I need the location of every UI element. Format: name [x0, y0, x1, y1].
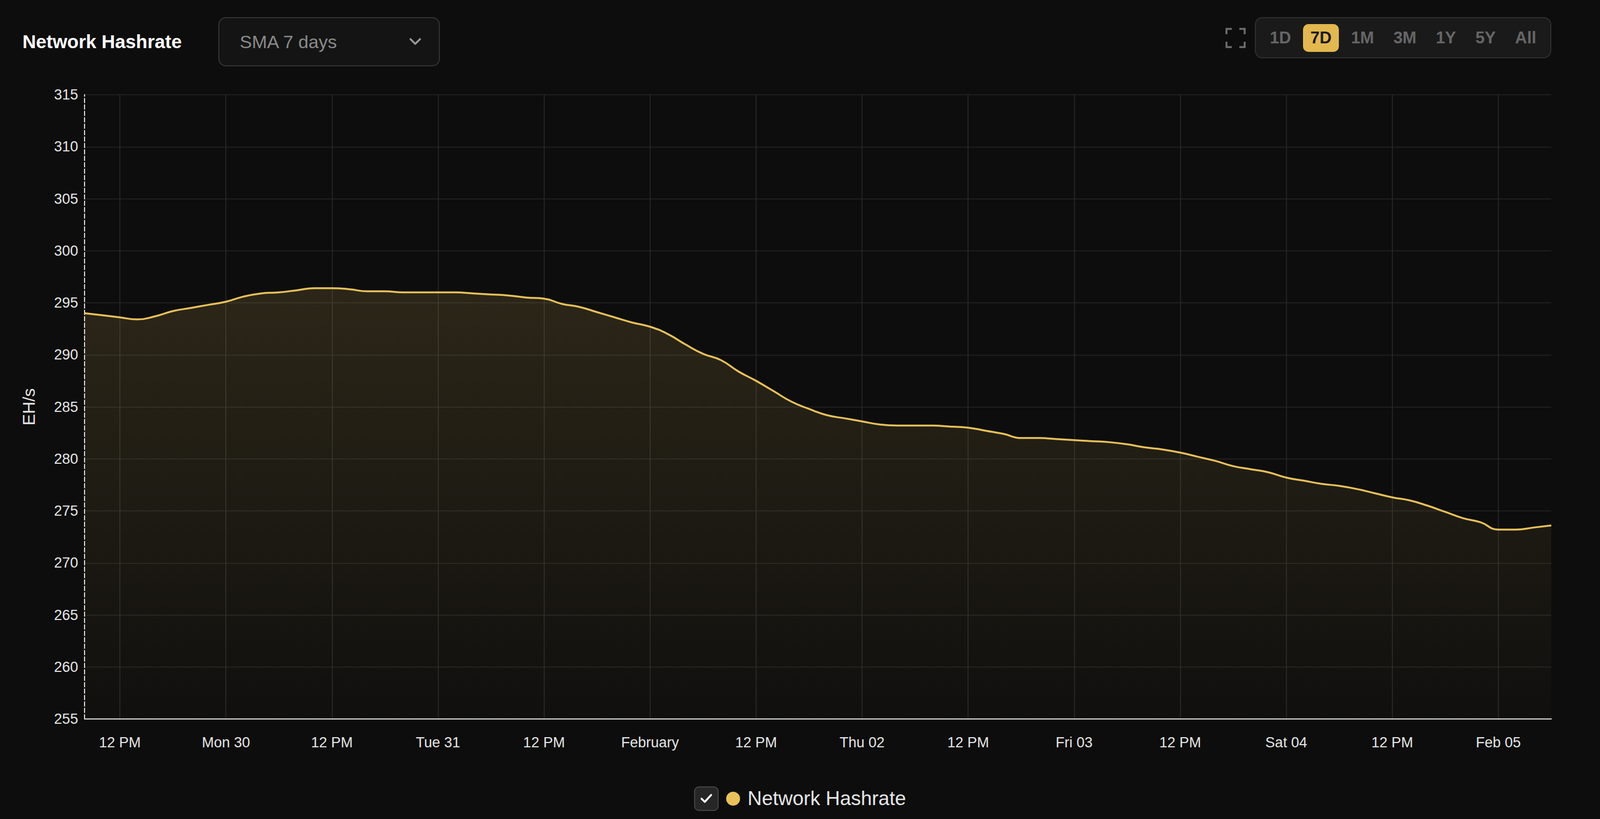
svg-text:Tue 31: Tue 31 [415, 734, 461, 751]
html-text:3M: 3M [1393, 28, 1417, 47]
svg-text:February: February [621, 734, 680, 751]
svg-text:Fri 03: Fri 03 [1055, 734, 1093, 751]
svg-text:285: 285 [54, 399, 79, 416]
html-text:5Y: 5Y [1475, 28, 1496, 47]
svg-text:265: 265 [54, 607, 79, 624]
html-text:7D: 7D [1310, 28, 1332, 47]
svg-text:260: 260 [54, 659, 79, 676]
svg-text:300: 300 [54, 242, 79, 259]
svg-text:315: 315 [54, 86, 79, 103]
svg-text:310: 310 [54, 138, 79, 155]
svg-text:Mon 30: Mon 30 [201, 734, 250, 751]
svg-text:12 PM: 12 PM [98, 734, 141, 751]
svg-text:280: 280 [54, 451, 79, 468]
svg-text:255: 255 [54, 711, 79, 728]
html-text:1Y: 1Y [1435, 28, 1457, 47]
svg-text:12 PM: 12 PM [523, 734, 566, 751]
svg-text:12 PM: 12 PM [947, 734, 989, 751]
svg-text:Feb 05: Feb 05 [1475, 734, 1521, 751]
svg-text:305: 305 [54, 191, 79, 208]
html-text:1M: 1M [1350, 28, 1375, 47]
html-text:Network Hashrate: Network Hashrate [747, 787, 906, 810]
svg-text:275: 275 [54, 503, 79, 520]
svg-text:Sat 04: Sat 04 [1265, 734, 1308, 751]
svg-text:EH/s: EH/s [19, 388, 39, 426]
svg-text:12 PM: 12 PM [735, 734, 777, 751]
svg-text:290: 290 [54, 346, 79, 363]
svg-text:12 PM: 12 PM [1371, 734, 1414, 751]
svg-text:12 PM: 12 PM [310, 734, 353, 751]
html-text:1D: 1D [1269, 28, 1292, 47]
html-text:Network Hashrate: Network Hashrate [22, 31, 182, 52]
svg-text:270: 270 [54, 554, 79, 571]
svg-text:12 PM: 12 PM [1159, 734, 1201, 751]
svg-text:Thu 02: Thu 02 [839, 734, 885, 751]
svg-text:295: 295 [54, 294, 79, 311]
html-text:All: All [1515, 28, 1537, 47]
html-text:SMA 7 days: SMA 7 days [239, 31, 337, 52]
